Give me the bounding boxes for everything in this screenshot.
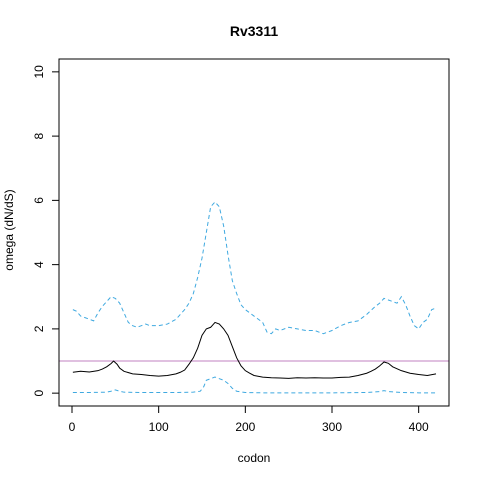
y-tick-label: 8 bbox=[32, 132, 46, 139]
y-tick-label: 2 bbox=[32, 325, 46, 332]
y-tick-label: 6 bbox=[32, 197, 46, 204]
x-tick-label: 100 bbox=[149, 420, 169, 434]
x-axis-label: codon bbox=[238, 451, 271, 465]
x-tick-label: 300 bbox=[322, 420, 342, 434]
series-layer bbox=[59, 201, 449, 394]
series-line-upper bbox=[72, 201, 437, 335]
chart-title: Rv3311 bbox=[230, 23, 278, 39]
y-tick-label: 10 bbox=[32, 65, 46, 79]
x-axis: 0 100 200 300 400 bbox=[69, 405, 429, 434]
y-tick-label: 0 bbox=[32, 389, 46, 396]
y-axis: 0 2 4 6 8 10 bbox=[32, 65, 60, 396]
x-tick-label: 200 bbox=[235, 420, 255, 434]
series-line-mean bbox=[72, 321, 437, 379]
x-tick-label: 400 bbox=[409, 420, 429, 434]
y-tick-label: 4 bbox=[32, 261, 46, 268]
plot-frame bbox=[58, 58, 450, 407]
series-line-lower bbox=[72, 376, 436, 394]
x-tick-label: 0 bbox=[69, 420, 76, 434]
y-axis-label: omega (dN/dS) bbox=[2, 189, 16, 270]
